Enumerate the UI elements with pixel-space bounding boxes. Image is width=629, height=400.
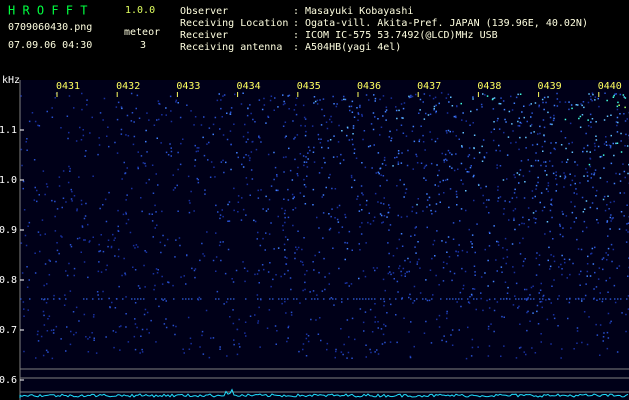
time-label: 0438 xyxy=(477,81,501,92)
info-label: Receiver xyxy=(180,30,228,41)
version: 1.0.0 xyxy=(125,5,155,16)
y-tick-label: 1.1 xyxy=(0,125,17,136)
meteor-count: 3 xyxy=(140,40,146,51)
spectrogram-noise xyxy=(618,104,626,109)
spectrogram-area xyxy=(20,80,629,400)
y-tick-label: 0.6 xyxy=(0,375,17,386)
time-label: 0434 xyxy=(237,81,261,92)
info-value: Ogata-vill. Akita-Pref. JAPAN (139.96E, … xyxy=(305,18,588,29)
time-label: 0437 xyxy=(417,81,441,92)
y-tick-label: 0.7 xyxy=(0,325,17,336)
y-tick-label: 0.8 xyxy=(0,275,17,286)
time-label: 0432 xyxy=(116,81,140,92)
file-name: 0709060430.png xyxy=(8,22,92,33)
info-value: A504HB(yagi 4el) xyxy=(305,42,401,53)
info-value: Masayuki Kobayashi xyxy=(305,6,413,17)
info-value: ICOM IC-575 53.7492(@LCD)MHz USB xyxy=(305,30,498,41)
time-label: 0440 xyxy=(598,81,622,92)
info-separator: : xyxy=(293,18,299,29)
info-label: Observer xyxy=(180,6,228,17)
info-separator: : xyxy=(293,30,299,41)
info-separator: : xyxy=(293,6,299,17)
time-label: 0433 xyxy=(176,81,200,92)
time-label: 0436 xyxy=(357,81,381,92)
amplitude-trace xyxy=(19,388,629,398)
y-tick-label: 1.0 xyxy=(0,175,17,186)
info-label: Receiving Location xyxy=(180,18,288,29)
y-axis-label: kHz xyxy=(2,75,20,86)
program-name: H R O F F T xyxy=(8,4,87,18)
time-label: 0435 xyxy=(297,81,321,92)
info-separator: : xyxy=(293,42,299,53)
date: 07.09.06 04:30 xyxy=(8,40,92,51)
y-tick-label: 0.9 xyxy=(0,225,17,236)
meteor-label: meteor xyxy=(124,27,160,38)
time-label: 0431 xyxy=(56,81,80,92)
info-label: Receiving antenna xyxy=(180,42,282,53)
time-label: 0439 xyxy=(538,81,562,92)
